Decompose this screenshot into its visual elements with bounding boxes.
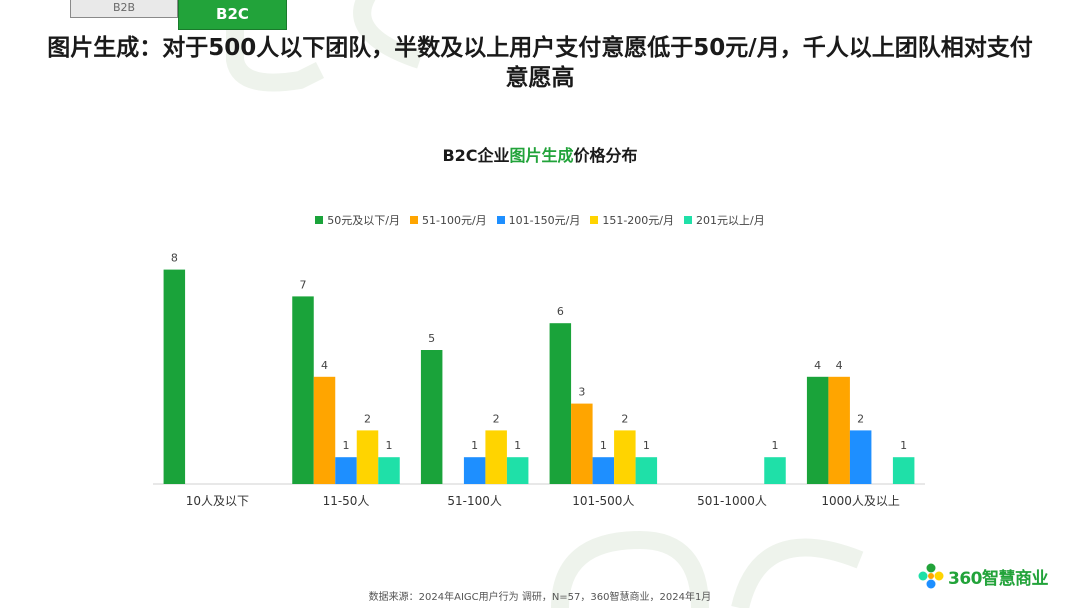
legend-swatch [409, 216, 418, 224]
chart-legend: 50元及以下/月 51-100元/月 101-150元/月 151-200元/月 201… [0, 212, 1080, 228]
data-label: 2 [493, 412, 500, 425]
legend-item-1: 51-100元/月 [409, 212, 487, 228]
tab-b2b[interactable]: B2B [70, 0, 178, 18]
legend-label: 101-150元/月 [508, 214, 581, 227]
x-tick-label: 501-1000人 [697, 494, 767, 508]
legend-item-4: 201元以上/月 [684, 212, 765, 228]
legend-label: 151-200元/月 [602, 214, 674, 227]
data-label: 1 [600, 439, 607, 452]
data-label: 1 [772, 439, 779, 452]
legend-label: 201元以上/月 [696, 214, 765, 227]
data-label: 5 [428, 332, 435, 345]
bar [420, 350, 443, 484]
bar [356, 430, 379, 484]
chart-title-prefix: B2C企业 [442, 146, 510, 165]
data-label: 4 [321, 359, 328, 372]
brand-logo: 360智慧商业 [918, 563, 1049, 589]
bar [764, 457, 786, 484]
chart-title-highlight: 图片生成 [509, 146, 574, 165]
bar [806, 376, 829, 484]
bar [313, 376, 336, 484]
legend-label: 51-100元/月 [421, 214, 487, 227]
legend-swatch [496, 216, 505, 224]
x-tick-label: 51-100人 [447, 494, 502, 508]
legend-item-2: 101-150元/月 [496, 212, 581, 228]
x-tick-label: 1000人及以上 [821, 494, 900, 508]
bar [506, 457, 529, 484]
legend-swatch [590, 216, 599, 224]
bar [463, 457, 486, 484]
legend-label: 50元及以下/月 [327, 214, 400, 227]
data-label: 1 [514, 439, 521, 452]
data-label: 4 [814, 359, 821, 372]
bar [163, 269, 186, 484]
x-tick-label: 11-50人 [323, 494, 370, 508]
data-label: 7 [300, 278, 307, 291]
x-tick-label: 101-500人 [572, 494, 634, 508]
bar [828, 376, 850, 484]
legend-item-0: 50元及以下/月 [315, 212, 400, 228]
data-label: 1 [900, 439, 907, 452]
logo-text: 360智慧商业 [948, 568, 1049, 589]
source-note: 数据来源：2024年AIGC用户行为 调研，N=57，360智慧商业，2024年… [368, 592, 712, 603]
bar [571, 403, 593, 484]
bar [378, 457, 400, 484]
tab-b2c[interactable]: B2C [178, 0, 287, 30]
legend-swatch [315, 216, 324, 224]
data-label: 2 [621, 412, 628, 425]
data-label: 3 [578, 386, 585, 399]
flower-logo-icon [918, 563, 944, 589]
x-tick-label: 10人及以下 [186, 494, 249, 508]
bar [614, 430, 636, 484]
data-label: 2 [364, 412, 371, 425]
bar [335, 457, 357, 484]
bar [485, 430, 507, 484]
bar [635, 457, 658, 484]
bar [849, 430, 872, 484]
chart-title-suffix: 价格分布 [573, 146, 638, 165]
data-label: 8 [171, 252, 178, 265]
bar [292, 296, 314, 484]
data-label: 4 [836, 359, 843, 372]
data-label: 1 [643, 439, 650, 452]
data-label: 6 [557, 305, 564, 318]
data-label: 1 [386, 439, 393, 452]
legend-item-3: 151-200元/月 [590, 212, 674, 228]
page-title: 图片生成：对于500人以下团队，半数及以上用户支付意愿低于50元/月，千人以上团… [47, 35, 1033, 91]
data-label: 2 [857, 412, 864, 425]
legend-swatch [684, 216, 692, 224]
bar [892, 457, 915, 484]
bar [592, 457, 615, 484]
bar [549, 323, 572, 484]
data-label: 1 [471, 439, 478, 452]
chart-title: B2C企业图片生成价格分布 [0, 142, 1080, 166]
data-label: 1 [343, 439, 350, 452]
